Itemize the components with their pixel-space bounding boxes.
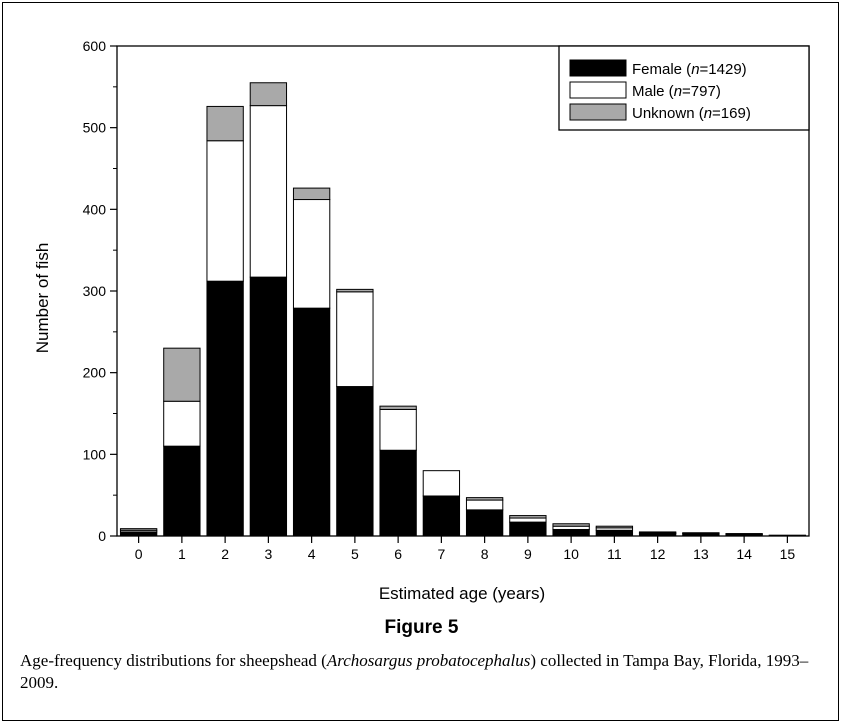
y-tick-label-500: 500: [83, 120, 107, 136]
legend-label-female: Female (n=1429): [632, 61, 747, 78]
caption-species: Archosargus probatocephalus: [326, 651, 531, 670]
bar-female-age-6: [379, 449, 417, 537]
bar-unknown-age-10: [552, 523, 590, 527]
x-tick-label-9: 9: [524, 546, 532, 562]
bar-female-age-11: [595, 529, 634, 537]
bar-unknown-age-3: [249, 82, 288, 107]
y-tick-label-400: 400: [83, 201, 107, 217]
bar-male-age-7: [422, 470, 461, 497]
bar-unknown-age-1: [163, 347, 201, 402]
bar-female-age-2: [206, 280, 244, 537]
y-tick-label-300: 300: [83, 283, 107, 299]
figure-caption: Age-frequency distributions for sheepshe…: [20, 650, 820, 694]
x-tick-label-8: 8: [481, 546, 489, 562]
bar-male-age-3: [249, 105, 288, 278]
bar-male-age-9: [509, 517, 547, 523]
bar-unknown-age-4: [292, 187, 331, 201]
caption-start: Age-frequency distributions for sheepshe…: [20, 651, 327, 670]
x-tick-label-6: 6: [394, 546, 402, 562]
bar-female-age-1: [163, 445, 201, 537]
bar-male-age-5: [336, 291, 374, 388]
bar-female-age-7: [422, 495, 461, 537]
bar-male-age-1: [163, 400, 201, 447]
x-tick-label-1: 1: [178, 546, 186, 562]
bar-male-age-4: [292, 199, 331, 309]
bar-unknown-age-6: [379, 405, 417, 410]
bar-female-age-3: [249, 276, 288, 537]
bar-male-age-14: [725, 533, 763, 535]
bar-unknown-age-2: [206, 105, 244, 142]
legend-label-male: Male (n=797): [632, 83, 721, 100]
bar-unknown-age-8: [465, 497, 504, 501]
x-tick-label-11: 11: [607, 546, 622, 562]
x-tick-label-13: 13: [693, 546, 709, 562]
legend-swatch-unknown: [569, 103, 627, 121]
x-tick-label-7: 7: [437, 546, 445, 562]
bar-male-age-6: [379, 408, 417, 451]
x-axis-label: Estimated age (years): [379, 584, 545, 603]
y-tick-label-600: 600: [83, 38, 107, 54]
x-tick-label-3: 3: [264, 546, 272, 562]
bar-unknown-age-5: [336, 288, 374, 293]
bar-unknown-age-12: [638, 531, 677, 534]
bar-female-age-9: [509, 521, 547, 537]
caption-end: ) collected in Tampa Bay, Florida, 1993–…: [20, 651, 809, 692]
bar-male-age-13: [682, 532, 720, 535]
legend-label-unknown: Unknown (n=169): [632, 105, 751, 122]
bar-female-age-4: [292, 307, 331, 537]
y-tick-label-200: 200: [83, 365, 107, 381]
figure-title: Figure 5: [384, 617, 459, 638]
legend-swatch-male: [569, 81, 627, 99]
bar-female-age-10: [552, 528, 590, 537]
y-tick-label-100: 100: [83, 446, 107, 462]
bar-unknown-age-11: [595, 525, 634, 529]
x-tick-label-4: 4: [308, 546, 316, 562]
legend: Female (n=1429) Male (n=797) Unknown (n=16…: [558, 45, 810, 131]
x-tick-label-15: 15: [780, 546, 796, 562]
bar-unknown-age-0: [119, 528, 158, 531]
x-tick-label-14: 14: [736, 546, 752, 562]
x-tick-label-5: 5: [351, 546, 359, 562]
bar-unknown-age-9: [509, 515, 547, 519]
legend-swatch-female: [569, 59, 627, 77]
bar-female-age-8: [465, 509, 504, 537]
x-tick-label-12: 12: [650, 546, 666, 562]
y-axis-label: Number of fish: [33, 243, 52, 354]
bar-male-age-2: [206, 140, 244, 282]
x-tick-label-10: 10: [563, 546, 579, 562]
bar-female-age-5: [336, 386, 374, 537]
x-tick-label-2: 2: [221, 546, 229, 562]
bar-male-age-8: [465, 499, 504, 511]
y-tick-label-0: 0: [98, 528, 106, 544]
x-tick-label-0: 0: [135, 546, 143, 562]
